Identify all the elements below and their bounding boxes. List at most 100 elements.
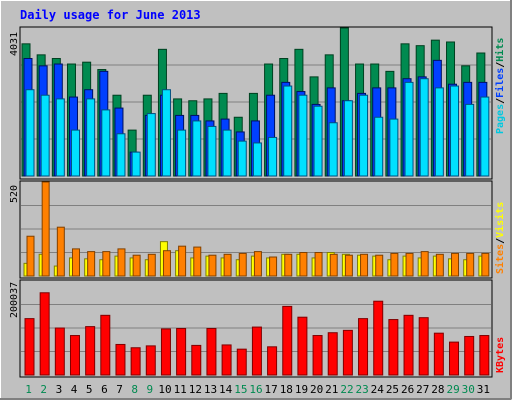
bar-sites-day-2	[41, 181, 50, 277]
day-label-4: 4	[71, 383, 78, 396]
legend-separator: /	[495, 62, 506, 68]
day-label-17: 17	[265, 383, 278, 396]
bar-pages-day-4	[70, 129, 80, 177]
day-label-16: 16	[249, 383, 262, 396]
bar-kbytes-day-8	[130, 347, 141, 376]
bar-kbytes-day-15	[236, 348, 247, 376]
bar-sites-day-5	[87, 251, 96, 277]
bar-sites-day-27	[420, 251, 429, 277]
legend-separator: /	[495, 238, 506, 244]
day-label-28: 28	[431, 383, 444, 396]
bar-sites-day-17	[269, 256, 278, 277]
bar-pages-day-30	[465, 103, 475, 177]
day-label-13: 13	[204, 383, 217, 396]
bar-kbytes-day-19	[297, 316, 308, 376]
bar-pages-day-21	[328, 122, 338, 177]
bar-pages-day-10	[161, 89, 171, 177]
bar-pages-day-6	[101, 109, 111, 177]
bar-kbytes-day-30	[464, 335, 475, 376]
day-label-5: 5	[86, 383, 93, 396]
bar-sites-day-22	[344, 254, 353, 277]
bar-sites-day-9	[147, 253, 156, 277]
bar-sites-day-20	[314, 252, 323, 277]
bar-kbytes-day-4	[69, 335, 80, 376]
bar-kbytes-day-23	[358, 318, 369, 376]
bar-pages-day-15	[237, 140, 247, 177]
bar-kbytes-day-2	[39, 292, 50, 376]
bar-kbytes-day-31	[479, 335, 490, 376]
chart-title: Daily usage for June 2013	[20, 8, 201, 22]
day-label-12: 12	[189, 383, 202, 396]
day-label-11: 11	[174, 383, 187, 396]
day-labels: 1 2 3 4 5 6 7 8 9 10 11 12 13 14 15 16 17 18 19 20 21 22 23 24 2…	[25, 383, 490, 396]
day-label-2: 2	[40, 383, 47, 396]
bar-pages-day-13	[207, 125, 217, 177]
bar-sites-day-19	[299, 252, 308, 277]
bar-pages-day-12	[192, 120, 202, 177]
bar-pages-day-1	[25, 89, 35, 177]
day-label-10: 10	[158, 383, 171, 396]
day-label-1: 1	[25, 383, 32, 396]
day-label-30: 30	[462, 383, 475, 396]
bar-sites-day-13	[208, 254, 217, 277]
bar-sites-day-15	[238, 252, 247, 277]
day-label-27: 27	[416, 383, 429, 396]
bar-kbytes-day-7	[115, 343, 126, 376]
bar-kbytes-day-16	[251, 326, 262, 376]
bar-pages-day-5	[86, 98, 96, 177]
bar-kbytes-day-18	[282, 305, 293, 376]
bar-marks	[21, 27, 490, 376]
bar-kbytes-day-29	[449, 341, 460, 376]
legend-visits: Visits	[494, 202, 506, 238]
legend-sites: Sites	[494, 244, 506, 274]
day-label-15: 15	[234, 383, 247, 396]
bar-kbytes-day-17	[267, 346, 278, 376]
bar-pages-day-19	[298, 94, 308, 177]
bar-sites-day-23	[360, 253, 369, 277]
bar-sites-day-8	[132, 254, 141, 277]
bar-kbytes-day-14	[221, 344, 232, 376]
legend-pages: Pages	[495, 104, 506, 134]
bar-pages-day-8	[131, 151, 141, 177]
legend-sites-panel-text: Sites/Visits	[494, 202, 506, 274]
legend-hits-panel-text: Pages/Files/Hits	[494, 38, 506, 134]
bar-kbytes-day-21	[327, 332, 338, 376]
y-max-label-sites: 520	[9, 185, 20, 203]
bar-kbytes-day-25	[388, 319, 399, 376]
bar-kbytes-day-26	[403, 314, 414, 376]
legend-separator: /	[495, 98, 506, 104]
bar-pages-day-7	[116, 133, 126, 177]
bar-pages-day-20	[313, 105, 323, 177]
day-label-14: 14	[219, 383, 233, 396]
bar-sites-day-7	[117, 248, 126, 277]
bar-kbytes-day-24	[373, 300, 384, 376]
day-label-19: 19	[295, 383, 308, 396]
bar-kbytes-day-12	[191, 344, 202, 376]
bar-sites-day-30	[466, 252, 475, 277]
bar-pages-day-17	[268, 136, 278, 177]
bar-kbytes-day-28	[433, 332, 444, 376]
panel-sites-frame	[19, 180, 493, 279]
legend-kbytes-panel: KBytes	[495, 337, 506, 373]
panel-kbytes-frame	[19, 279, 493, 378]
day-label-8: 8	[131, 383, 138, 396]
bar-pages-day-26	[404, 81, 414, 177]
bar-sites-day-26	[405, 252, 414, 277]
y-max-label-hits: 4031	[9, 32, 20, 56]
day-label-3: 3	[56, 383, 63, 396]
day-label-9: 9	[147, 383, 154, 396]
bar-sites-day-16	[253, 251, 262, 277]
bar-kbytes-day-3	[54, 327, 65, 376]
bar-pages-day-25	[389, 118, 399, 177]
bar-pages-day-3	[55, 98, 65, 177]
day-label-20: 20	[310, 383, 323, 396]
legend-files: Files	[494, 68, 506, 98]
bar-pages-day-22	[343, 100, 353, 177]
bar-pages-day-14	[222, 129, 232, 177]
bar-pages-day-2	[40, 94, 50, 177]
bar-sites-day-10	[162, 250, 171, 277]
bar-sites-day-6	[102, 251, 111, 277]
day-label-31: 31	[477, 383, 490, 396]
bar-sites-day-3	[56, 226, 65, 277]
